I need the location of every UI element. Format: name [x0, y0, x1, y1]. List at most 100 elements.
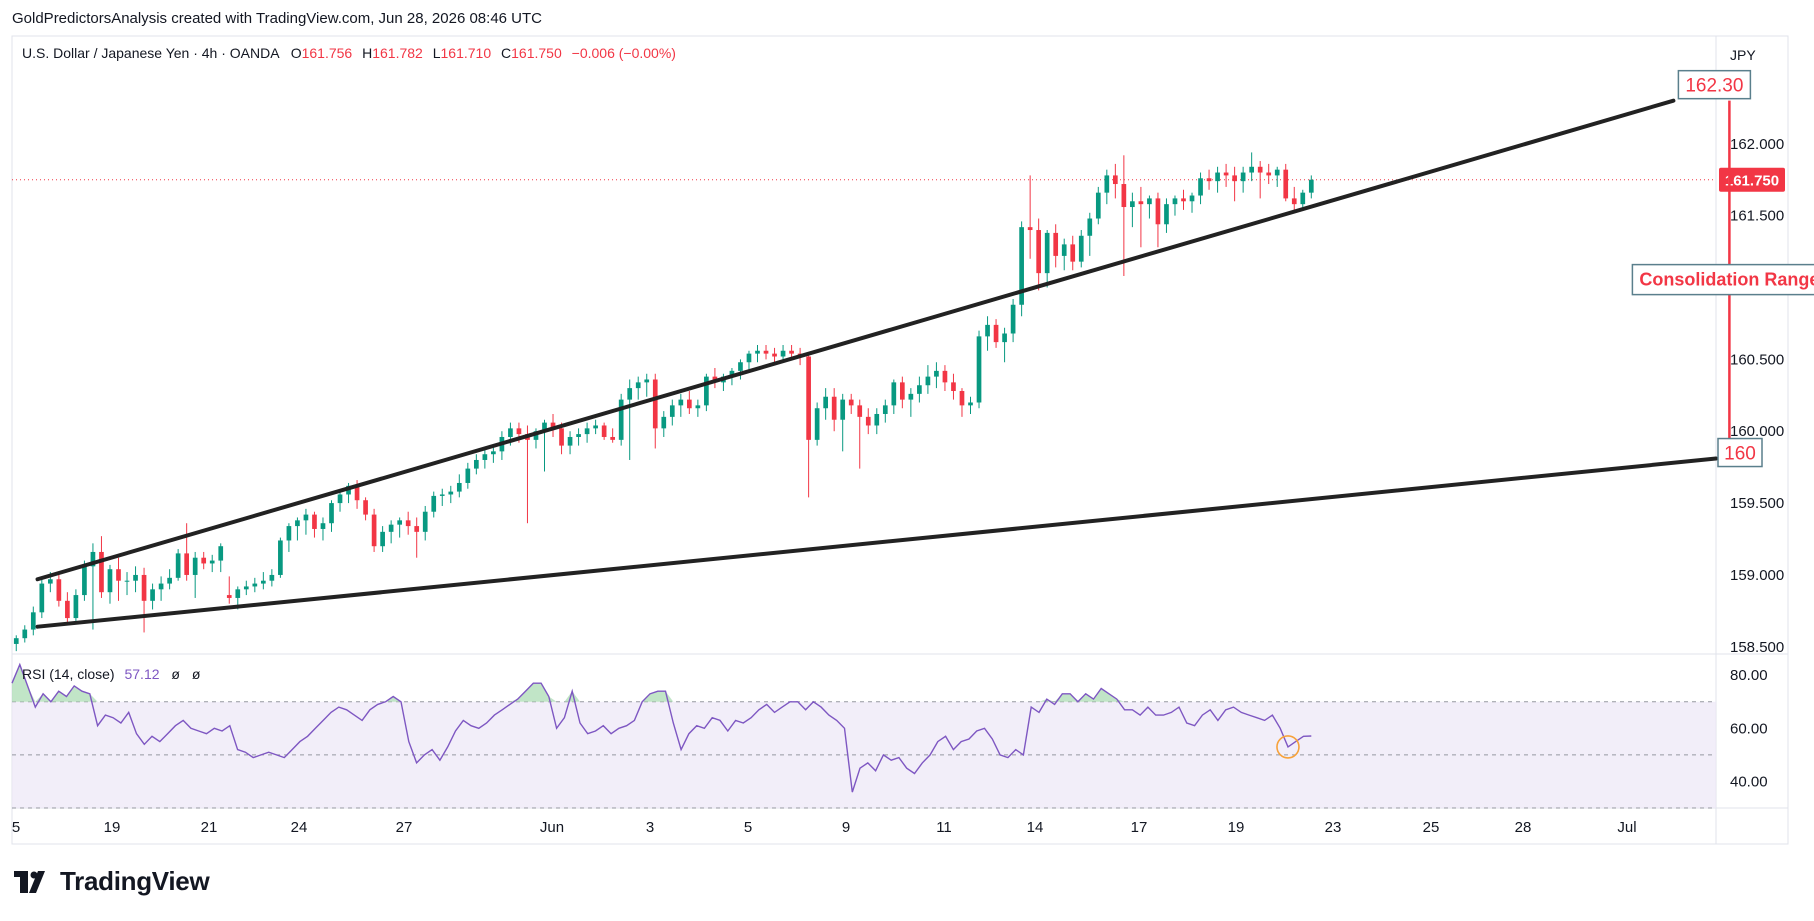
candle-body — [337, 494, 343, 504]
candle-body — [354, 485, 360, 501]
lower-target-label: 160 — [1724, 444, 1756, 465]
candle-body — [124, 580, 130, 582]
lower-trendline[interactable] — [35, 456, 1718, 629]
candle-body — [1155, 198, 1161, 225]
candle-body — [772, 353, 777, 357]
change-value: −0.006 (−0.00%) — [572, 45, 676, 61]
currency-label: JPY — [1730, 47, 1756, 63]
candle-body — [1283, 169, 1289, 199]
lower-target-callout[interactable]: 160 — [1717, 437, 1763, 468]
footer-brand[interactable]: TradingView — [14, 866, 210, 897]
time-tick-label: Jun — [540, 819, 564, 836]
candle-body — [1130, 201, 1135, 208]
candle-body — [1300, 192, 1306, 205]
time-tick-label: 9 — [842, 819, 850, 836]
candle-body — [610, 436, 616, 440]
rsi-highlight-circle — [1276, 735, 1300, 759]
rsi-tick-label: 60.00 — [1730, 720, 1768, 737]
candle-body — [661, 416, 667, 429]
upper-target-label: 162.30 — [1685, 76, 1743, 97]
candle-body — [456, 482, 462, 492]
candle-body — [806, 356, 811, 440]
candle-body — [823, 396, 829, 409]
price-tick-label: 162.000 — [1730, 136, 1784, 153]
rsi-axis-ticks: 40.00 60.00 80.00 — [12, 667, 1768, 809]
time-tick-label: 19 — [1228, 819, 1245, 836]
candle-body — [1291, 198, 1297, 205]
time-tick-label: 27 — [396, 819, 413, 836]
candle-body — [729, 370, 735, 377]
candle-body — [192, 557, 198, 575]
candle-body — [763, 350, 769, 354]
candle-body — [567, 436, 573, 446]
candle-body — [576, 434, 581, 437]
symbol-legend: U.S. Dollar / Japanese Yen · 4h · OANDA … — [22, 45, 676, 61]
candle-body — [1112, 175, 1118, 185]
close-label: C — [501, 45, 511, 61]
upper-target-callout[interactable]: 162.30 — [1677, 69, 1752, 100]
candle-body — [465, 468, 471, 483]
candle-body — [1164, 204, 1169, 225]
candle-body — [746, 353, 752, 363]
candle-body — [669, 405, 675, 417]
rsi-extra-1: ø — [171, 666, 180, 682]
candle-body — [533, 431, 539, 440]
rsi-tick-label: 40.00 — [1730, 773, 1768, 790]
candle-body — [380, 531, 385, 547]
rsi-extra-2: ø — [192, 666, 201, 682]
candle-body — [260, 580, 266, 584]
candle-body — [635, 382, 641, 389]
candle-body — [201, 557, 207, 564]
candle-body — [848, 399, 854, 406]
consolidation-range-label: Consolidation Range — [1639, 270, 1814, 290]
rsi-line — [11, 662, 1312, 793]
rsi-overbought-fill — [12, 664, 1312, 702]
candle-body — [891, 382, 897, 406]
candle-body — [1181, 198, 1186, 202]
open-label: O — [291, 45, 302, 61]
candle-body — [882, 405, 888, 414]
candle-body — [65, 600, 70, 619]
candle-body — [286, 526, 292, 541]
candle-body — [388, 524, 394, 532]
price-axis-ticks: 158.500159.000159.500160.000160.500161.0… — [1730, 136, 1784, 656]
candle-body — [107, 569, 113, 593]
candle-body — [371, 514, 377, 547]
candle-body — [252, 583, 258, 587]
time-tick-label: 21 — [201, 819, 218, 836]
candle-body — [482, 454, 488, 460]
candle-body — [985, 324, 990, 337]
consolidation-range-box — [1631, 263, 1814, 296]
candle-body — [312, 514, 317, 529]
time-axis-ticks: 5 19 21 24 27 Jun 3 5 9 11 14 17 19 23 25 28 Jul — [12, 819, 1637, 836]
candle-body — [550, 422, 556, 429]
candle-body — [1104, 175, 1110, 193]
candle-body — [584, 428, 590, 435]
candle-body — [218, 546, 224, 561]
price-tick-label: 160.500 — [1730, 351, 1784, 368]
candle-body — [99, 551, 104, 593]
candle-body — [184, 553, 190, 575]
candle-body — [30, 612, 36, 630]
candle-body — [363, 500, 368, 515]
candle-body — [840, 399, 846, 420]
consolidation-range-callout[interactable]: Consolidation Range — [1631, 263, 1814, 296]
candle-body — [1027, 227, 1033, 231]
upper-trendline[interactable] — [35, 98, 1676, 582]
candle-body — [1198, 178, 1203, 196]
candle-body — [1019, 227, 1024, 305]
candle-body — [167, 577, 172, 584]
lower-target-box — [1717, 437, 1763, 468]
candle-body — [508, 428, 513, 437]
candle-body — [303, 514, 309, 521]
candle-body — [295, 520, 300, 527]
time-tick-label: 3 — [646, 819, 654, 836]
candle-body — [439, 494, 445, 496]
candle-body — [755, 350, 760, 354]
candle-body — [1189, 195, 1195, 202]
candle-body — [209, 560, 215, 564]
candle-body — [1078, 235, 1084, 262]
candle-body — [405, 520, 411, 527]
time-tick-label: 11 — [936, 819, 952, 836]
